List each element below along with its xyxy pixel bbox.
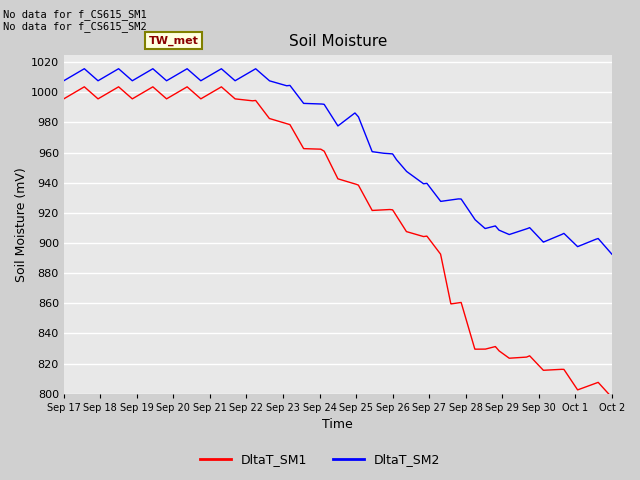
DltaT_SM2 (172, 72, 180, 78)
DltaT_SM1 (524, 353, 532, 359)
DltaT_SM2 (602, 244, 610, 250)
DltaT_SM2 (492, 223, 499, 229)
DltaT_SM2 (60, 78, 68, 84)
DltaT_SM1 (602, 388, 610, 394)
DltaT_SM2 (608, 252, 616, 257)
Title: Soil Moisture: Soil Moisture (289, 34, 387, 49)
DltaT_SM2 (524, 225, 532, 231)
DltaT_SM1 (492, 344, 499, 349)
Y-axis label: Soil Moisture (mV): Soil Moisture (mV) (15, 167, 28, 282)
DltaT_SM2 (81, 66, 88, 72)
Line: DltaT_SM1: DltaT_SM1 (64, 87, 612, 397)
DltaT_SM1 (456, 300, 464, 305)
DltaT_SM1 (81, 84, 88, 90)
Legend: DltaT_SM1, DltaT_SM2: DltaT_SM1, DltaT_SM2 (195, 448, 445, 471)
Text: No data for f_CS615_SM1: No data for f_CS615_SM1 (3, 9, 147, 20)
Line: DltaT_SM2: DltaT_SM2 (64, 69, 612, 254)
DltaT_SM1 (608, 395, 616, 400)
DltaT_SM1 (60, 96, 68, 102)
X-axis label: Time: Time (323, 419, 353, 432)
Text: No data for f_CS615_SM2: No data for f_CS615_SM2 (3, 21, 147, 32)
DltaT_SM2 (456, 196, 464, 202)
DltaT_SM1 (408, 230, 416, 236)
DltaT_SM2 (408, 173, 416, 179)
DltaT_SM1 (172, 90, 180, 96)
Text: TW_met: TW_met (148, 36, 198, 46)
